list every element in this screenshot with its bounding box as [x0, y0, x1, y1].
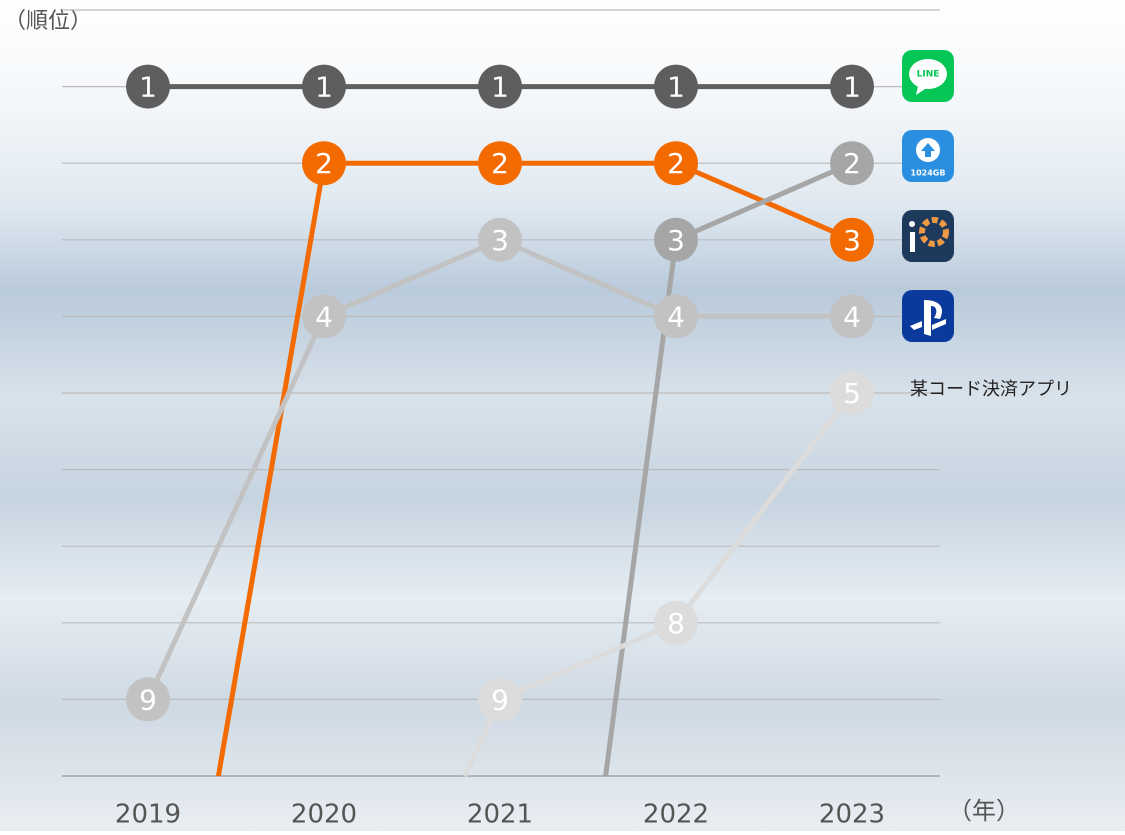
- x-tick-label: 2019: [115, 800, 181, 830]
- icon-text: LINE: [917, 70, 940, 80]
- rank-label: 1: [315, 71, 333, 104]
- x-tick-label: 2021: [467, 800, 533, 830]
- rank-label: 1: [843, 71, 861, 104]
- series-line: [324, 163, 852, 240]
- rank-label: 3: [667, 224, 685, 257]
- paint-i: [910, 232, 915, 252]
- rank-label: 2: [667, 147, 685, 180]
- rank-label: 3: [843, 224, 861, 257]
- x-tick-label: 2022: [643, 800, 709, 830]
- icon-text: 1024GB: [911, 169, 946, 178]
- y-axis-label: （順位）: [4, 9, 92, 34]
- rank-label: 8: [667, 607, 685, 640]
- legend-label: 某コード決済アプリ: [910, 379, 1072, 400]
- rank-label: 5: [843, 377, 861, 410]
- paint-dot: [909, 221, 915, 227]
- rank-label: 1: [667, 71, 685, 104]
- rank-label: 4: [315, 300, 333, 333]
- page: （順位） （年） 2019 2020 2021 2022 2023 1 1 1 1 1 2 2 2 3 3 2…: [0, 0, 1125, 831]
- rank-label: 2: [315, 147, 333, 180]
- x-axis-label: （年）: [948, 797, 1020, 825]
- rank-label: 9: [139, 683, 157, 716]
- rank-label: 1: [491, 71, 509, 104]
- x-tick-label: 2020: [291, 800, 357, 830]
- rank-label: 2: [491, 147, 509, 180]
- legend-icons: LINE 1024GB: [902, 50, 954, 342]
- rank-label: 1: [139, 71, 157, 104]
- rank-label: 4: [667, 300, 685, 333]
- rank-label: 2: [843, 147, 861, 180]
- x-tick-label: 2023: [819, 800, 885, 830]
- rank-label: 9: [491, 683, 509, 716]
- rank-label: 3: [491, 224, 509, 257]
- chart: （順位） （年） 2019 2020 2021 2022 2023 1 1 1 1 1 2 2 2 3 3 2…: [0, 0, 1125, 831]
- rank-label: 4: [843, 300, 861, 333]
